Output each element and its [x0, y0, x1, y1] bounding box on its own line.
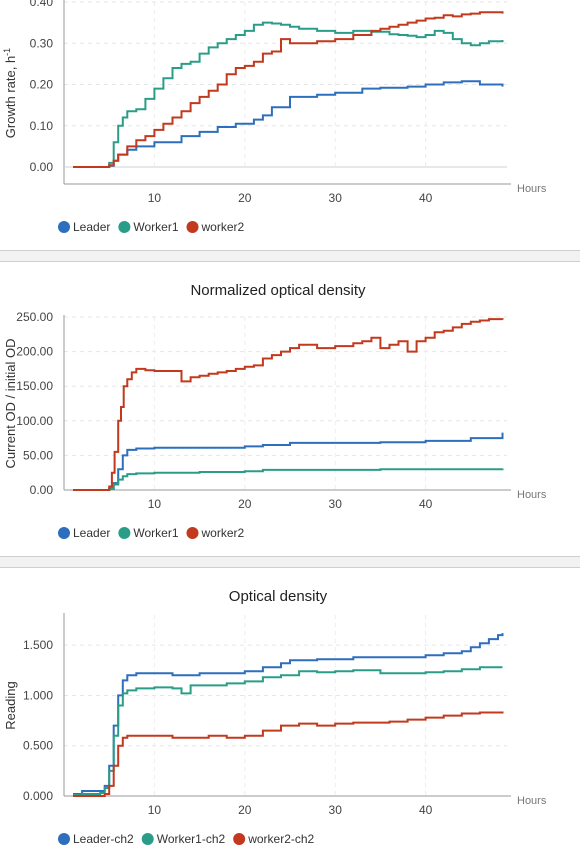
- series-line-worker1: [73, 468, 504, 491]
- y-tick-label: 1.500: [23, 638, 53, 652]
- series-line-worker1-ch2: [73, 666, 503, 796]
- y-tick-label: 0.30: [30, 36, 54, 50]
- normalized-od-chart: Normalized optical density 0.00 50.00 100.0…: [3, 282, 547, 540]
- series-line-worker2-ch2: [73, 711, 504, 797]
- x-tick-label: 20: [238, 497, 252, 511]
- legend-item-worker2: worker2: [201, 526, 245, 540]
- chart-title: Normalized optical density: [190, 282, 366, 299]
- y-tick-label: 150.00: [16, 379, 53, 393]
- legend-marker: [141, 833, 154, 845]
- series-line-leader-ch2: [73, 633, 504, 795]
- x-axis-title: Hours: [517, 795, 547, 807]
- x-tick-label: 40: [419, 191, 433, 205]
- legend-item-worker2: worker2: [201, 220, 245, 234]
- legend-item-leader: Leader: [73, 526, 110, 540]
- series-line-worker2: [73, 11, 504, 168]
- legend-item-worker1-ch2: Worker1-ch2: [157, 832, 226, 846]
- x-tick-label: 40: [419, 803, 433, 817]
- y-tick-label: 0.40: [30, 0, 54, 9]
- legend-marker: [58, 221, 70, 233]
- y-axis-title-superscript: -1: [2, 48, 12, 56]
- chart-title: Optical density: [229, 588, 328, 605]
- y-tick-label: 250.00: [16, 310, 53, 324]
- legend-marker: [186, 527, 199, 539]
- y-tick-label: 0.500: [23, 739, 53, 753]
- legend-item-worker1: Worker1: [133, 526, 178, 540]
- growth-rate-chart: 0.00 0.10 0.20 0.30 0.40 10 20 30 40 Hours Growth …: [2, 0, 547, 234]
- y-tick-label: 0.00: [30, 160, 54, 174]
- x-tick-label: 40: [419, 497, 433, 511]
- optical-density-chart: Optical density 0.000 0.500 1.000 1.500 10 20 3…: [3, 588, 547, 846]
- y-tick-label: 50.00: [23, 448, 53, 462]
- y-axis-title: Reading: [3, 681, 18, 729]
- x-axis-title: Hours: [517, 183, 547, 195]
- y-axis-title: Growth rate, h-1: [2, 48, 18, 138]
- legend-item-leader: Leader: [73, 220, 110, 234]
- y-tick-label: 1.000: [23, 688, 53, 702]
- series-line-leader: [73, 432, 504, 491]
- x-tick-label: 30: [329, 191, 343, 205]
- series-line-worker1: [73, 21, 504, 168]
- x-tick-label: 30: [329, 497, 343, 511]
- x-tick-label: 10: [148, 497, 162, 511]
- legend-item-leader-ch2: Leader-ch2: [73, 832, 134, 846]
- y-tick-label: 200.00: [16, 345, 53, 359]
- y-tick-label: 0.20: [30, 78, 54, 92]
- y-tick-label: 0.10: [30, 119, 54, 133]
- series-line-leader: [73, 80, 504, 168]
- panel-separator: [0, 250, 580, 262]
- y-tick-label: 0.000: [23, 789, 53, 803]
- x-tick-label: 30: [329, 803, 343, 817]
- panel-separator: [0, 556, 580, 568]
- normalized-od-panel: Normalized optical density 0.00 50.00 100.0…: [0, 262, 580, 556]
- legend-item-worker1: Worker1: [133, 220, 178, 234]
- y-tick-label: 0.00: [30, 483, 54, 497]
- legend-marker: [118, 527, 131, 539]
- x-tick-label: 20: [238, 191, 252, 205]
- y-axis-title: Current OD / initial OD: [3, 338, 18, 468]
- legend-marker: [233, 833, 246, 845]
- x-tick-label: 10: [148, 191, 162, 205]
- legend-item-worker2-ch2: worker2-ch2: [247, 832, 314, 846]
- y-tick-label: 100.00: [16, 414, 53, 428]
- legend-marker: [58, 833, 70, 845]
- x-tick-label: 20: [238, 803, 252, 817]
- series-line-worker2: [73, 318, 504, 491]
- x-axis-title: Hours: [517, 489, 547, 501]
- legend-marker: [186, 221, 199, 233]
- x-tick-label: 10: [148, 803, 162, 817]
- legend-marker: [58, 527, 70, 539]
- optical-density-panel: Optical density 0.000 0.500 1.000 1.500 10 20 3…: [0, 568, 580, 863]
- legend-marker: [118, 221, 131, 233]
- growth-rate-panel: 0.00 0.10 0.20 0.30 0.40 10 20 30 40 Hours Growth …: [0, 0, 580, 250]
